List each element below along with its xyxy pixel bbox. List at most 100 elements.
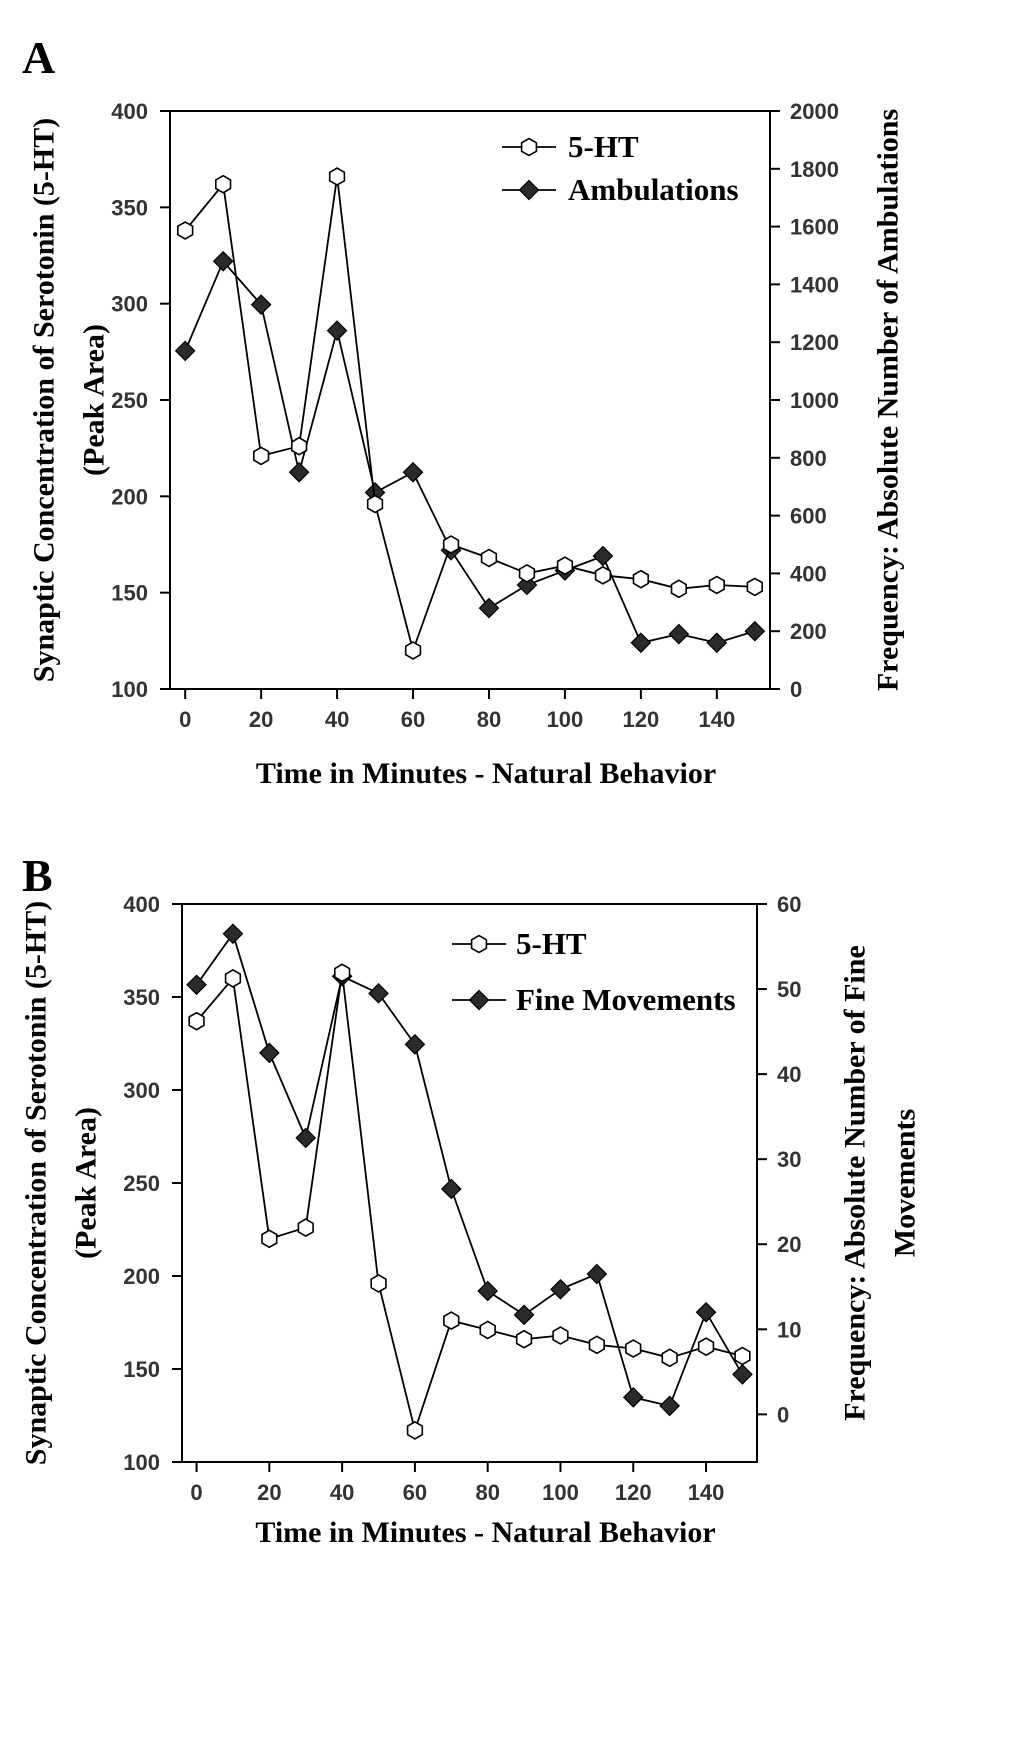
series-line-5-ht (195, 972, 743, 1434)
legend-marker-open-hexagon (470, 934, 488, 954)
data-point-5ht (734, 1346, 751, 1366)
y-left-tick-label: 300 (111, 292, 148, 317)
legend: 5-HT Ambulations (502, 129, 739, 207)
x-tick-label: 0 (179, 707, 191, 732)
x-tick-label: 0 (190, 1480, 202, 1505)
data-point-5ht (297, 1218, 314, 1238)
data-point-5ht (670, 579, 688, 599)
data-point-ambulations (706, 632, 728, 654)
data-point-5ht (370, 1273, 387, 1293)
y-right-tick-label: 1400 (790, 272, 839, 297)
x-tick-label: 120 (623, 707, 660, 732)
series-line-ambulations (184, 259, 756, 644)
x-tick-label: 120 (615, 1480, 652, 1505)
y-right-tick-label: 60 (777, 892, 801, 917)
x-tick-label: 40 (325, 707, 349, 732)
data-point-5ht (594, 565, 612, 585)
chart-panel-a: A 0 20 40 60 80 100 120 140 100 150 200 250 300 350 400… (22, 32, 905, 790)
y-right-tick-label: 0 (777, 1402, 789, 1427)
data-point-5ht (552, 1326, 569, 1345)
y-left-tick-label: 350 (111, 195, 148, 220)
y-left-tick-label: 150 (123, 1357, 160, 1382)
y-left-axis-title: (Peak Area) (70, 1107, 103, 1259)
legend-label: 5-HT (516, 926, 587, 961)
data-point-fine-movements (258, 1042, 280, 1064)
data-point-fine-movements (186, 974, 207, 996)
data-point-5ht (188, 1011, 205, 1031)
y-right-tick-label: 40 (777, 1062, 801, 1087)
data-point-fine-movements (440, 1178, 462, 1200)
data-point-5ht (328, 167, 346, 186)
data-point-5ht (215, 174, 232, 194)
data-point-5ht (366, 494, 384, 514)
panel-label: B (22, 850, 53, 901)
y-right-tick-label: 2000 (790, 99, 839, 124)
y-right-axis-title: Movements (889, 1109, 922, 1257)
data-point-5ht (442, 535, 460, 554)
y-left-tick-label: 300 (123, 1078, 160, 1103)
data-point-ambulations (212, 250, 234, 272)
y-right-tick-label: 10 (777, 1317, 801, 1342)
data-point-ambulations (250, 294, 272, 315)
data-point-ambulations (516, 574, 538, 596)
y-left-tick-label: 250 (111, 388, 148, 413)
data-point-fine-movements (222, 923, 244, 945)
x-tick-label: 60 (401, 707, 425, 732)
data-point-fine-movements (659, 1395, 681, 1417)
data-point-fine-movements (295, 1127, 317, 1149)
data-point-fine-movements (695, 1301, 717, 1323)
x-tick-label: 140 (698, 707, 735, 732)
data-point-5ht (480, 548, 498, 568)
data-point-fine-movements (586, 1263, 608, 1285)
data-point-fine-movements (477, 1280, 499, 1302)
y-right-tick-label: 400 (790, 561, 827, 586)
data-point-ambulations (326, 320, 348, 341)
data-point-5ht (290, 436, 308, 456)
data-point-5ht (261, 1229, 278, 1249)
y-right-tick-label: 1800 (790, 157, 839, 182)
chart-panel-b: B0 20 40 60 80 100 120 140100150200250300350400… (20, 850, 922, 1549)
y-right-tick-label: 1200 (790, 330, 839, 355)
y-right-tick-label: 800 (790, 446, 827, 471)
data-point-5ht (404, 641, 422, 660)
legend-label: Fine Movements (516, 982, 736, 1017)
data-point-5ht (746, 577, 764, 597)
y-left-tick-label: 250 (123, 1171, 160, 1196)
data-point-5ht (177, 221, 194, 240)
series-line-5-ht (184, 176, 755, 654)
data-point-fine-movements (550, 1278, 571, 1300)
legend-marker-filled-diamond (468, 989, 490, 1011)
x-tick-label: 100 (542, 1480, 579, 1505)
x-tick-label: 140 (688, 1480, 725, 1505)
y-right-tick-label: 30 (777, 1147, 801, 1172)
data-point-5ht (333, 963, 351, 983)
data-point-fine-movements (732, 1364, 753, 1385)
y-left-axis-title: (Peak Area) (78, 324, 111, 476)
y-right-tick-label: 600 (790, 504, 827, 529)
data-point-5ht (697, 1337, 715, 1357)
y-left-tick-label: 200 (111, 484, 148, 509)
x-tick-label: 60 (403, 1480, 427, 1505)
legend: 5-HT Fine Movements (452, 926, 736, 1017)
y-right-axis-title: Frequency: Absolute Number of Ambulation… (872, 109, 905, 691)
y-right-tick-label: 1000 (790, 388, 839, 413)
data-point-5ht (661, 1348, 678, 1368)
data-point-fine-movements (404, 1034, 426, 1055)
data-point-ambulations (744, 620, 766, 642)
data-point-ambulations (288, 461, 310, 483)
data-point-5ht (708, 575, 726, 595)
y-left-tick-label: 100 (123, 1450, 160, 1475)
y-right-tick-label: 0 (790, 677, 802, 702)
data-point-fine-movements (513, 1304, 535, 1326)
data-point-5ht (515, 1329, 533, 1349)
y-left-tick-label: 200 (123, 1264, 160, 1289)
x-tick-label: 20 (249, 707, 273, 732)
data-point-ambulations (478, 597, 500, 619)
data-point-ambulations (592, 545, 614, 567)
data-point-5ht (625, 1339, 642, 1358)
legend-label: 5-HT (568, 129, 639, 164)
legend-marker-open-hexagon (520, 137, 538, 157)
y-right-tick-label: 200 (790, 619, 827, 644)
x-tick-label: 80 (477, 707, 501, 732)
